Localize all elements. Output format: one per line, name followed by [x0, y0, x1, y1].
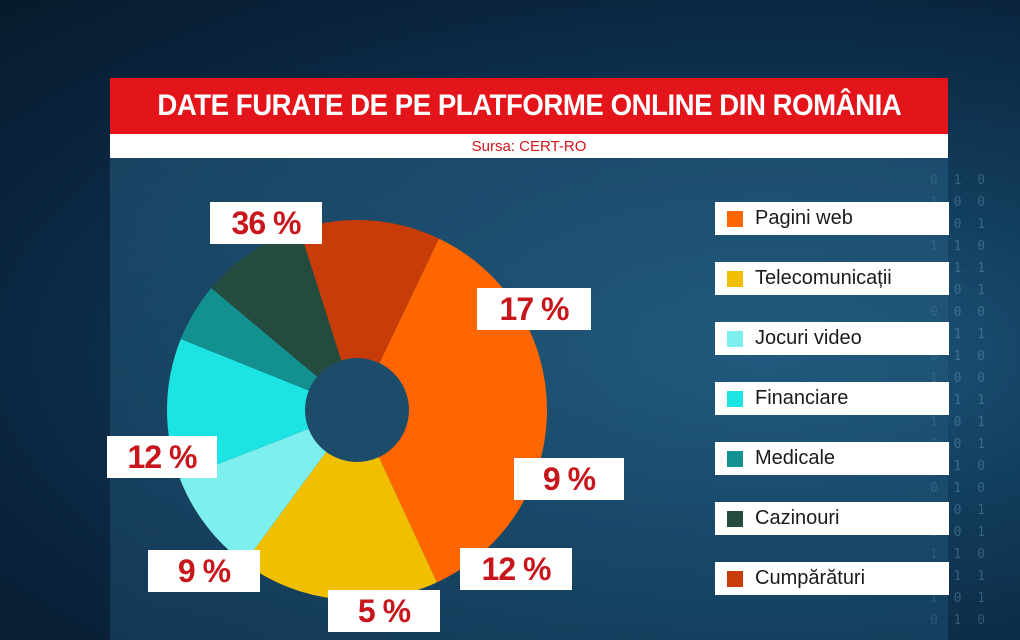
legend-item: Financiare: [715, 382, 949, 415]
legend-swatch: [727, 570, 743, 587]
legend-swatch: [727, 210, 743, 227]
legend-label: Financiare: [755, 387, 849, 409]
source-bar: Sursa: CERT-RO: [110, 134, 948, 158]
legend-label: Medicale: [755, 447, 836, 469]
donut-hole: [305, 358, 409, 462]
legend-item: Cazinouri: [715, 502, 949, 535]
data-label-cump-r-turi: 12 %: [107, 436, 217, 478]
pie-slice-cazinouri: [211, 228, 357, 410]
data-label-financiare: 12 %: [460, 548, 572, 590]
legend-item: Pagini web: [715, 202, 949, 235]
legend-swatch: [727, 450, 743, 467]
legend-item: Telecomunicații: [715, 262, 949, 295]
legend-swatch: [727, 330, 743, 347]
legend-label: Jocuri video: [755, 327, 862, 349]
data-label-telecomunica-ii: 17 %: [477, 288, 591, 330]
legend-label: Pagini web: [755, 207, 853, 229]
pie-slice-jocuri-video: [179, 410, 357, 564]
chart-title-bar: DATE FURATE DE PE PLATFORME ONLINE DIN R…: [110, 78, 948, 134]
legend-item: Jocuri video: [715, 322, 949, 355]
legend-swatch: [727, 390, 743, 407]
data-label-cazinouri: 9 %: [148, 550, 260, 592]
legend-label: Cazinouri: [755, 507, 840, 529]
legend-label: Cumpărături: [755, 567, 866, 589]
pie-slice-medicale: [180, 288, 357, 410]
data-label-pagini-web: 36 %: [210, 202, 322, 244]
data-label-jocuri-video: 9 %: [514, 458, 624, 500]
legend-swatch: [727, 510, 743, 527]
pie-slice-cump-r-turi: [299, 220, 439, 410]
data-label-medicale: 5 %: [328, 590, 440, 632]
legend-item: Medicale: [715, 442, 949, 475]
chart-title: DATE FURATE DE PE PLATFORME ONLINE DIN R…: [157, 89, 901, 122]
legend-item: Cumpărături: [715, 562, 949, 595]
legend-label: Telecomunicații: [755, 267, 892, 289]
pie-slice-telecomunica-ii: [244, 410, 437, 600]
chart-source: Sursa: CERT-RO: [471, 137, 587, 155]
legend-swatch: [727, 270, 743, 287]
